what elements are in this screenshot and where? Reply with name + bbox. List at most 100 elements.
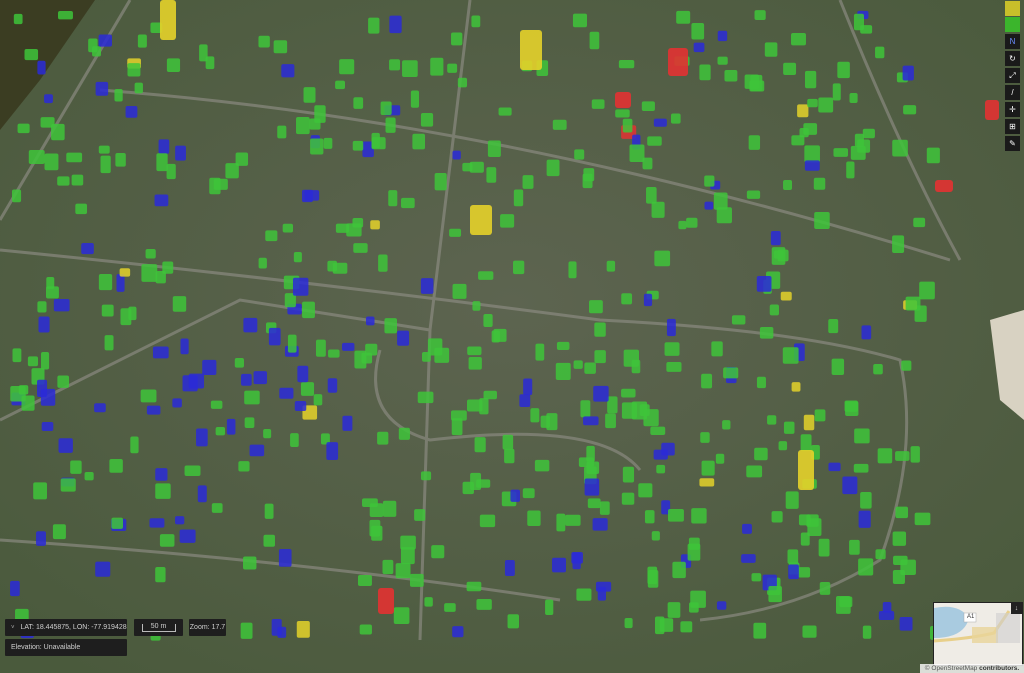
building-footprint[interactable] <box>513 260 525 275</box>
building-footprint[interactable] <box>158 139 170 154</box>
measure-button[interactable]: / <box>1005 85 1020 100</box>
building-footprint[interactable] <box>556 341 570 350</box>
building-footprint[interactable] <box>877 448 893 464</box>
building-footprint[interactable] <box>787 549 799 564</box>
building-footprint[interactable] <box>651 531 660 541</box>
building-footprint[interactable] <box>686 217 698 228</box>
building-footprint[interactable] <box>466 581 482 592</box>
building-footprint[interactable] <box>474 437 486 453</box>
building-footprint[interactable] <box>878 611 895 621</box>
building-footprint[interactable] <box>486 167 497 183</box>
building-footprint[interactable] <box>798 450 814 490</box>
building-footprint[interactable] <box>361 352 373 364</box>
building-footprint[interactable] <box>328 349 340 358</box>
building-footprint[interactable] <box>875 549 886 560</box>
building-footprint[interactable] <box>905 296 921 311</box>
building-footprint[interactable] <box>369 503 384 518</box>
building-footprint[interactable] <box>467 346 482 356</box>
building-footprint[interactable] <box>582 173 593 189</box>
building-footprint[interactable] <box>94 403 106 413</box>
building-footprint[interactable] <box>584 362 596 374</box>
building-footprint[interactable] <box>892 235 905 254</box>
building-footprint[interactable] <box>882 601 892 613</box>
building-footprint[interactable] <box>332 262 348 274</box>
building-footprint[interactable] <box>410 90 420 108</box>
osm-link[interactable]: OpenStreetMap <box>931 665 978 672</box>
building-footprint[interactable] <box>546 159 560 177</box>
building-footprint[interactable] <box>699 64 711 81</box>
building-footprint[interactable] <box>861 325 872 340</box>
building-footprint[interactable] <box>624 617 633 629</box>
building-footprint[interactable] <box>278 549 292 567</box>
building-footprint[interactable] <box>380 101 392 115</box>
building-footprint[interactable] <box>342 415 353 431</box>
building-footprint[interactable] <box>643 293 653 307</box>
building-footprint[interactable] <box>731 315 746 325</box>
building-footprint[interactable] <box>814 211 830 229</box>
building-footprint[interactable] <box>27 356 39 367</box>
building-footprint[interactable] <box>175 516 185 525</box>
building-footprint[interactable] <box>691 508 707 524</box>
building-footprint[interactable] <box>919 281 935 300</box>
building-footprint[interactable] <box>10 580 20 597</box>
building-footprint[interactable] <box>420 112 434 127</box>
building-footprint[interactable] <box>249 444 265 457</box>
building-footprint[interactable] <box>309 118 321 130</box>
building-footprint[interactable] <box>452 150 461 160</box>
building-footprint[interactable] <box>287 334 297 353</box>
building-footprint[interactable] <box>101 304 114 317</box>
building-footprint[interactable] <box>100 155 111 174</box>
building-footprint[interactable] <box>397 330 410 346</box>
building-footprint[interactable] <box>593 385 609 402</box>
building-footprint[interactable] <box>479 398 489 415</box>
building-footprint[interactable] <box>622 118 633 133</box>
building-footprint[interactable] <box>300 382 315 396</box>
building-footprint[interactable] <box>389 59 401 71</box>
building-footprint[interactable] <box>650 426 666 436</box>
building-footprint[interactable] <box>699 478 715 487</box>
building-footprint[interactable] <box>21 395 35 411</box>
building-footprint[interactable] <box>427 338 443 356</box>
building-footprint[interactable] <box>244 417 255 429</box>
building-footprint[interactable] <box>155 468 168 481</box>
building-footprint[interactable] <box>51 123 65 141</box>
building-footprint[interactable] <box>33 482 47 500</box>
building-footprint[interactable] <box>828 319 839 334</box>
building-footprint[interactable] <box>146 405 161 415</box>
building-footprint[interactable] <box>111 517 123 529</box>
building-footprint[interactable] <box>104 335 114 351</box>
building-footprint[interactable] <box>409 573 424 587</box>
building-footprint[interactable] <box>98 145 110 154</box>
building-footprint[interactable] <box>607 396 618 414</box>
building-footprint[interactable] <box>502 434 514 450</box>
building-footprint[interactable] <box>155 567 166 583</box>
building-footprint[interactable] <box>424 597 433 607</box>
building-footprint[interactable] <box>412 133 426 150</box>
building-footprint[interactable] <box>447 63 458 73</box>
building-footprint[interactable] <box>770 231 781 246</box>
building-footprint[interactable] <box>535 343 545 361</box>
building-footprint[interactable] <box>281 64 295 78</box>
building-footprint[interactable] <box>209 177 221 195</box>
building-footprint[interactable] <box>184 465 201 477</box>
building-footprint[interactable] <box>804 160 820 171</box>
building-footprint[interactable] <box>114 89 123 102</box>
building-footprint[interactable] <box>555 362 571 380</box>
building-footprint[interactable] <box>769 304 779 316</box>
building-footprint[interactable] <box>88 38 98 53</box>
building-footprint[interactable] <box>155 483 171 499</box>
building-footprint[interactable] <box>783 179 793 191</box>
building-footprint[interactable] <box>797 104 809 118</box>
building-footprint[interactable] <box>587 498 601 509</box>
building-footprint[interactable] <box>849 539 860 555</box>
building-footprint[interactable] <box>833 148 849 157</box>
building-footprint[interactable] <box>892 139 908 157</box>
building-footprint[interactable] <box>290 433 299 448</box>
building-footprint[interactable] <box>162 261 174 274</box>
building-footprint[interactable] <box>586 461 600 474</box>
building-footprint[interactable] <box>753 622 767 639</box>
building-footprint[interactable] <box>60 478 76 492</box>
building-footprint[interactable] <box>95 81 109 96</box>
building-footprint[interactable] <box>573 360 583 369</box>
building-footprint[interactable] <box>294 400 307 412</box>
